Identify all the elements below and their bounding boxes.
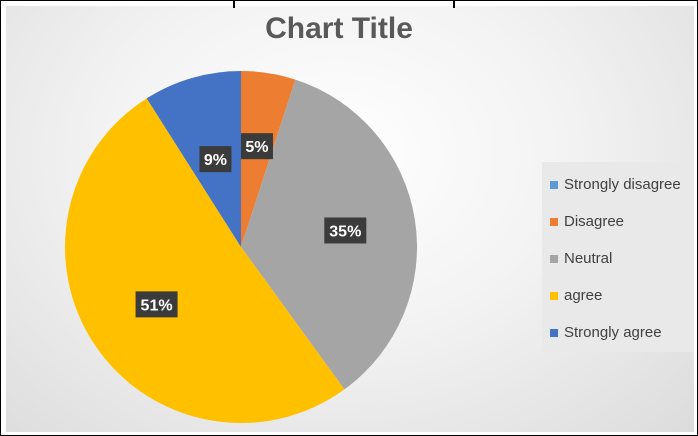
data-label-text: 51% — [141, 297, 173, 314]
chart-title: Chart Title — [265, 12, 413, 45]
legend-swatch — [550, 291, 558, 300]
data-label-agree: 51% — [135, 291, 178, 318]
data-label-box — [199, 146, 232, 173]
legend-label: Strongly agree — [564, 324, 662, 341]
frame-divider — [453, 0, 455, 8]
data-label-box — [135, 291, 178, 318]
data-label-box — [324, 217, 367, 244]
legend-label: Neutral — [564, 250, 613, 267]
legend-swatch — [550, 328, 558, 337]
legend-label: agree — [564, 287, 603, 304]
pie-chart: 5% 35% 51% 9% — [64, 71, 418, 424]
legend-label: Disagree — [564, 213, 625, 230]
frame-divider — [233, 0, 235, 8]
data-label-text: 35% — [329, 223, 361, 240]
legend-item-agree: agree — [550, 287, 602, 304]
legend-label: Strongly disagree — [564, 176, 681, 193]
data-label-disagree: 5% — [240, 133, 273, 160]
legend-item-strongly-disagree: Strongly disagree — [550, 176, 681, 193]
frame-top-border — [0, 0, 698, 1]
chart-legend: Strongly disagree Disagree Neutral agree Str… — [542, 162, 694, 352]
pie-slice-strongly-agree — [146, 71, 241, 247]
data-label-text: 9% — [204, 152, 227, 169]
data-label-box — [240, 133, 273, 160]
data-label-text: 5% — [245, 139, 268, 156]
legend-item-disagree: Disagree — [550, 213, 624, 230]
data-label-neutral: 35% — [324, 217, 367, 244]
chart-area: Chart Title 5% 35% 51% 9% Strongly disagree… — [6, 6, 694, 432]
legend-swatch — [550, 180, 558, 189]
pie-slice-agree — [64, 98, 345, 424]
legend-item-neutral: Neutral — [550, 250, 612, 267]
legend-swatch — [550, 254, 558, 263]
data-label-strongly-agree: 9% — [199, 146, 232, 173]
legend-swatch — [550, 217, 558, 226]
frame-left-border — [0, 0, 1, 436]
legend-item-strongly-agree: Strongly agree — [550, 324, 662, 341]
